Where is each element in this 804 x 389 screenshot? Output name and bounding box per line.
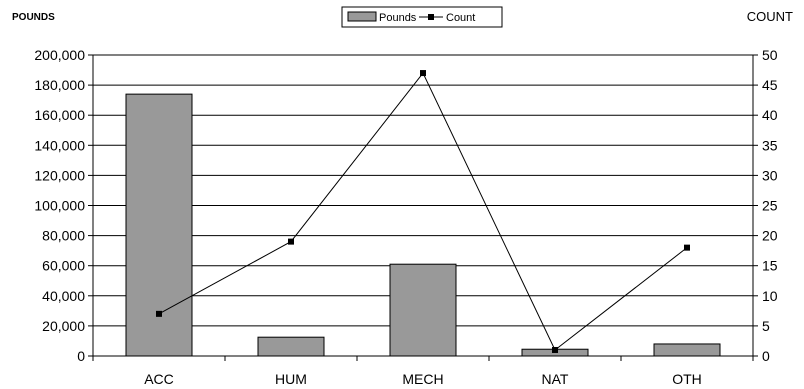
left-tick-label: 80,000: [42, 228, 85, 244]
category-label-mech: MECH: [402, 371, 443, 387]
line-series-count: [156, 70, 690, 353]
right-axis-ticks: 0 5 10 15 20 25 30 35 40 45 50: [762, 47, 778, 364]
left-tick-label: 20,000: [42, 318, 85, 334]
left-axis-title: POUNDS: [12, 12, 55, 23]
right-tick-label: 50: [762, 47, 778, 63]
right-tick-label: 30: [762, 167, 778, 183]
count-marker-hum: [288, 238, 294, 245]
legend-label-pounds: Pounds: [379, 12, 417, 24]
left-tick-label: 60,000: [42, 258, 85, 274]
right-tick-label: 40: [762, 107, 778, 123]
count-marker-mech: [420, 70, 426, 77]
category-label-hum: HUM: [275, 371, 307, 387]
right-tick-label: 20: [762, 228, 778, 244]
right-tick-label: 5: [762, 318, 770, 334]
bar-oth: [653, 343, 721, 357]
legend: Pounds Count: [341, 6, 503, 28]
left-tick-label: 140,000: [34, 137, 85, 153]
left-tick-label: 120,000: [34, 167, 85, 183]
right-tick-label: 0: [762, 348, 770, 364]
left-tick-label: 40,000: [42, 288, 85, 304]
right-tick-label: 35: [762, 137, 778, 153]
right-tick-label: 25: [762, 198, 778, 214]
left-tick-label: 180,000: [34, 77, 85, 93]
left-tick-label: 0: [77, 348, 85, 364]
legend-swatch-pounds: [347, 11, 377, 22]
category-axis-labels: ACC HUM MECH NAT OTH: [144, 371, 702, 387]
legend-label-count: Count: [446, 12, 475, 24]
bar-mech: [389, 263, 457, 357]
legend-marker-count: [428, 14, 434, 20]
category-label-acc: ACC: [144, 371, 174, 387]
left-axis-ticks: 0 20,000 40,000 60,000 80,000 100,000 120,000 1…: [34, 47, 85, 364]
right-tick-label: 15: [762, 258, 778, 274]
category-label-oth: OTH: [672, 371, 702, 387]
bar-series-pounds: [125, 93, 721, 357]
gridlines: [93, 54, 753, 327]
bar-hum: [257, 336, 325, 357]
left-tick-label: 100,000: [34, 198, 85, 214]
count-marker-oth: [684, 244, 690, 251]
category-label-nat: NAT: [542, 371, 569, 387]
axes: [88, 54, 758, 361]
left-tick-label: 160,000: [34, 107, 85, 123]
right-axis-title: COUNT: [747, 9, 793, 24]
count-marker-acc: [156, 310, 162, 317]
right-tick-label: 45: [762, 77, 778, 93]
right-tick-label: 10: [762, 288, 778, 304]
left-tick-label: 200,000: [34, 47, 85, 63]
count-marker-nat: [552, 346, 558, 353]
